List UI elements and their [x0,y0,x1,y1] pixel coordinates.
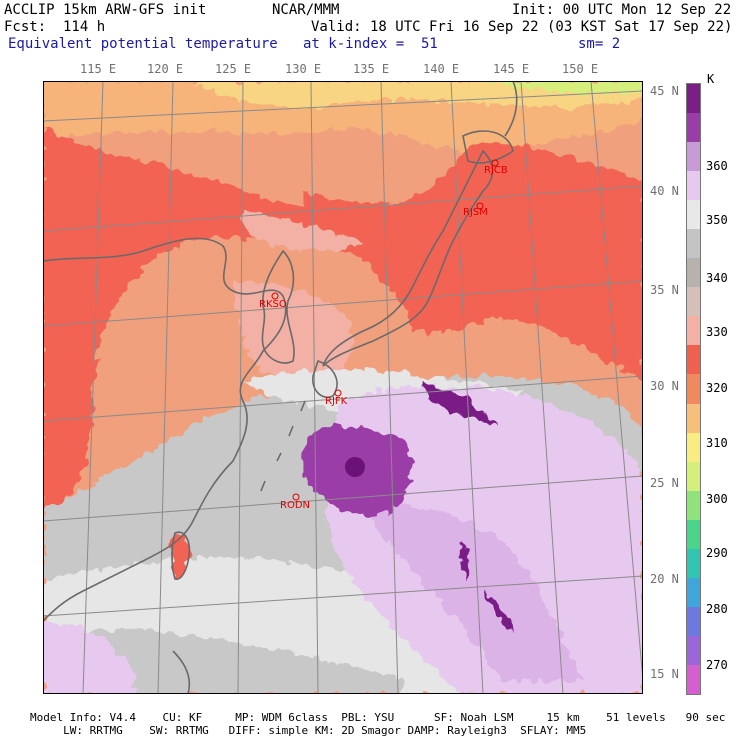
model-info-line1: Model Info: V4.4 CU: KF MP: WDM 6class P… [30,711,726,724]
colorbar-tick-label: 300 [706,492,728,506]
colorbar-segment [687,664,700,694]
colorbar-segment [687,606,700,636]
station-markers: RJCB RJSM RKSO RJFK RODN [259,159,508,511]
lat-label: 40 N [650,184,679,198]
station-marker [491,159,499,167]
lon-label: 125 E [215,62,252,76]
colorbar-tick-label: 330 [706,325,728,339]
station-label-rjcb: RJCB [484,165,508,176]
lat-label: 35 N [650,283,679,297]
lat-label: 25 N [650,476,679,490]
colorbar-segment [687,403,700,433]
colorbar-tick-label: 270 [706,658,728,672]
lat-label: 30 N [650,379,679,393]
model-info-line2: LW: RRTMG SW: RRTMG DIFF: simple KM: 2D … [30,724,587,737]
lat-label: 45 N [650,84,679,98]
colorbar-tick-label: 340 [706,271,728,285]
colorbar-segment [687,461,700,491]
station-label-rodn: RODN [280,500,310,511]
colorbar-tick-label: 280 [706,602,728,616]
station-marker [476,202,484,210]
colorbar-segment [687,113,700,143]
map-panel: RJCB RJSM RKSO RJFK RODN [43,81,643,694]
colorbar-segment [687,142,700,172]
colorbar-segment [687,548,700,578]
colorbar-segment [687,84,700,114]
colorbar-tick-label: 290 [706,546,728,560]
station-label-rjsm: RJSM [463,207,488,218]
colorbar [686,83,701,695]
lon-label: 130 E [285,62,322,76]
colorbar-segment [687,374,700,404]
institution: NCAR/MMM [272,2,340,18]
forecast-hour: Fcst: 114 h [4,19,106,35]
station-marker [334,389,342,397]
lon-label: 120 E [147,62,184,76]
lat-label: 20 N [650,572,679,586]
station-marker [271,292,279,300]
lon-label: 135 E [353,62,390,76]
station-marker [292,493,300,501]
lon-label: 115 E [80,62,117,76]
colorbar-segment [687,432,700,462]
lon-label: 150 E [562,62,599,76]
station-label-rjfk: RJFK [325,396,348,407]
lon-label: 140 E [423,62,460,76]
colorbar-segment [687,258,700,288]
colorbar-tick-label: 310 [706,436,728,450]
level-index: at k-index = 51 [303,36,438,52]
colorbar-segment [687,345,700,375]
field-name: Equivalent potential temperature [8,36,278,52]
colorbar-segment [687,635,700,665]
colorbar-segment [687,577,700,607]
colorbar-tick-label: 360 [706,159,728,173]
colorbar-segment [687,519,700,549]
init-time: Init: 00 UTC Mon 12 Sep 22 [512,2,732,18]
colorbar-unit: K [707,72,715,86]
colorbar-segment [687,490,700,520]
colorbar-tick-label: 320 [706,381,728,395]
valid-time: Valid: 18 UTC Fri 16 Sep 22 (03 KST Sat … [311,19,733,35]
lat-label: 15 N [650,667,679,681]
colorbar-segment [687,200,700,230]
colorbar-tick-label: 350 [706,213,728,227]
colorbar-segment [687,287,700,317]
smoothing: sm= 2 [578,36,621,52]
theta-e-field: RJCB RJSM RKSO RJFK RODN [43,81,643,694]
colorbar-segment [687,229,700,259]
colorbar-segment [687,171,700,201]
colorbar-segment [687,316,700,346]
lon-label: 145 E [493,62,530,76]
station-label-rkso: RKSO [259,299,287,310]
run-title: ACCLIP 15km ARW-GFS init [4,2,207,18]
